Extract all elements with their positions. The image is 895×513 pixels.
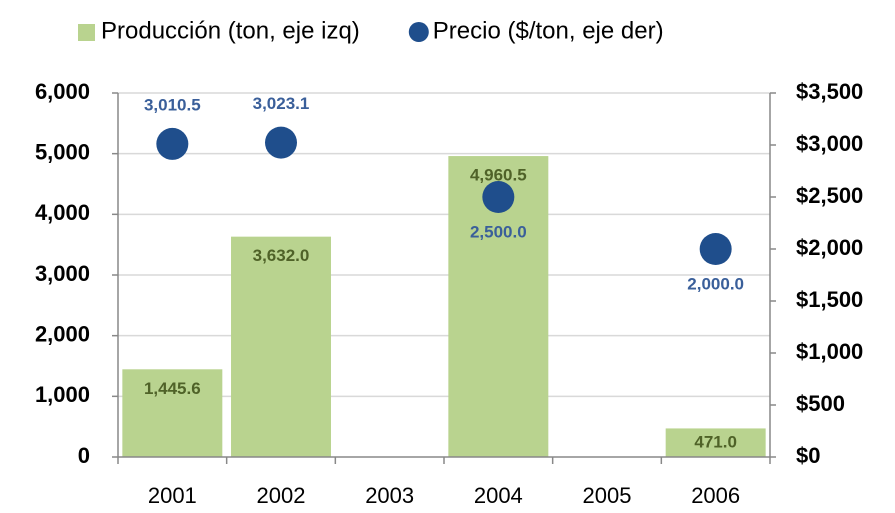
y2-tick-label: $0 xyxy=(796,443,820,468)
bar xyxy=(231,236,331,457)
legend-swatch xyxy=(78,24,95,41)
point-value-label: 2,500.0 xyxy=(470,222,527,241)
point-value-label: 3,010.5 xyxy=(144,95,201,114)
point xyxy=(482,181,515,213)
point xyxy=(156,127,189,160)
x-tick-label: 2002 xyxy=(257,483,306,508)
x-tick-label: 2004 xyxy=(474,483,523,508)
y2-tick-label: $3,500 xyxy=(796,79,863,104)
bar xyxy=(665,428,766,457)
point-value-label: 3,023.1 xyxy=(253,94,310,113)
bar-value-label: 4,960.5 xyxy=(470,166,527,185)
x-tick-label: 2006 xyxy=(691,483,740,508)
x-tick-label: 2001 xyxy=(148,483,197,508)
y-tick-label: 6,000 xyxy=(35,79,90,104)
y-tick-label: 0 xyxy=(78,443,90,468)
x-tick-label: 2003 xyxy=(365,483,414,508)
y2-tick-label: $3,000 xyxy=(796,131,863,156)
x-tick-label: 2005 xyxy=(583,483,632,508)
y2-tick-label: $1,000 xyxy=(796,339,863,364)
y-tick-label: 5,000 xyxy=(35,139,90,164)
point xyxy=(699,233,732,265)
bar xyxy=(122,369,223,457)
y-tick-label: 1,000 xyxy=(35,382,90,407)
bar-value-label: 1,445.6 xyxy=(144,379,201,398)
y2-tick-label: $1,500 xyxy=(796,287,863,312)
bar-value-label: 3,632.0 xyxy=(253,246,310,265)
bar-value-label: 471.0 xyxy=(694,432,737,451)
point-value-label: 2,000.0 xyxy=(687,274,744,293)
y2-tick-label: $500 xyxy=(796,391,845,416)
y-tick-label: 2,000 xyxy=(35,321,90,346)
legend-label: Producción (ton, eje izq) xyxy=(101,17,360,44)
y-tick-label: 4,000 xyxy=(35,200,90,225)
point xyxy=(265,126,297,159)
legend-swatch xyxy=(408,22,429,42)
legend-label: Precio ($/ton, eje der) xyxy=(433,17,664,44)
y2-tick-label: $2,500 xyxy=(796,183,863,208)
y-tick-label: 3,000 xyxy=(35,261,90,286)
y2-tick-label: $2,000 xyxy=(796,235,863,260)
